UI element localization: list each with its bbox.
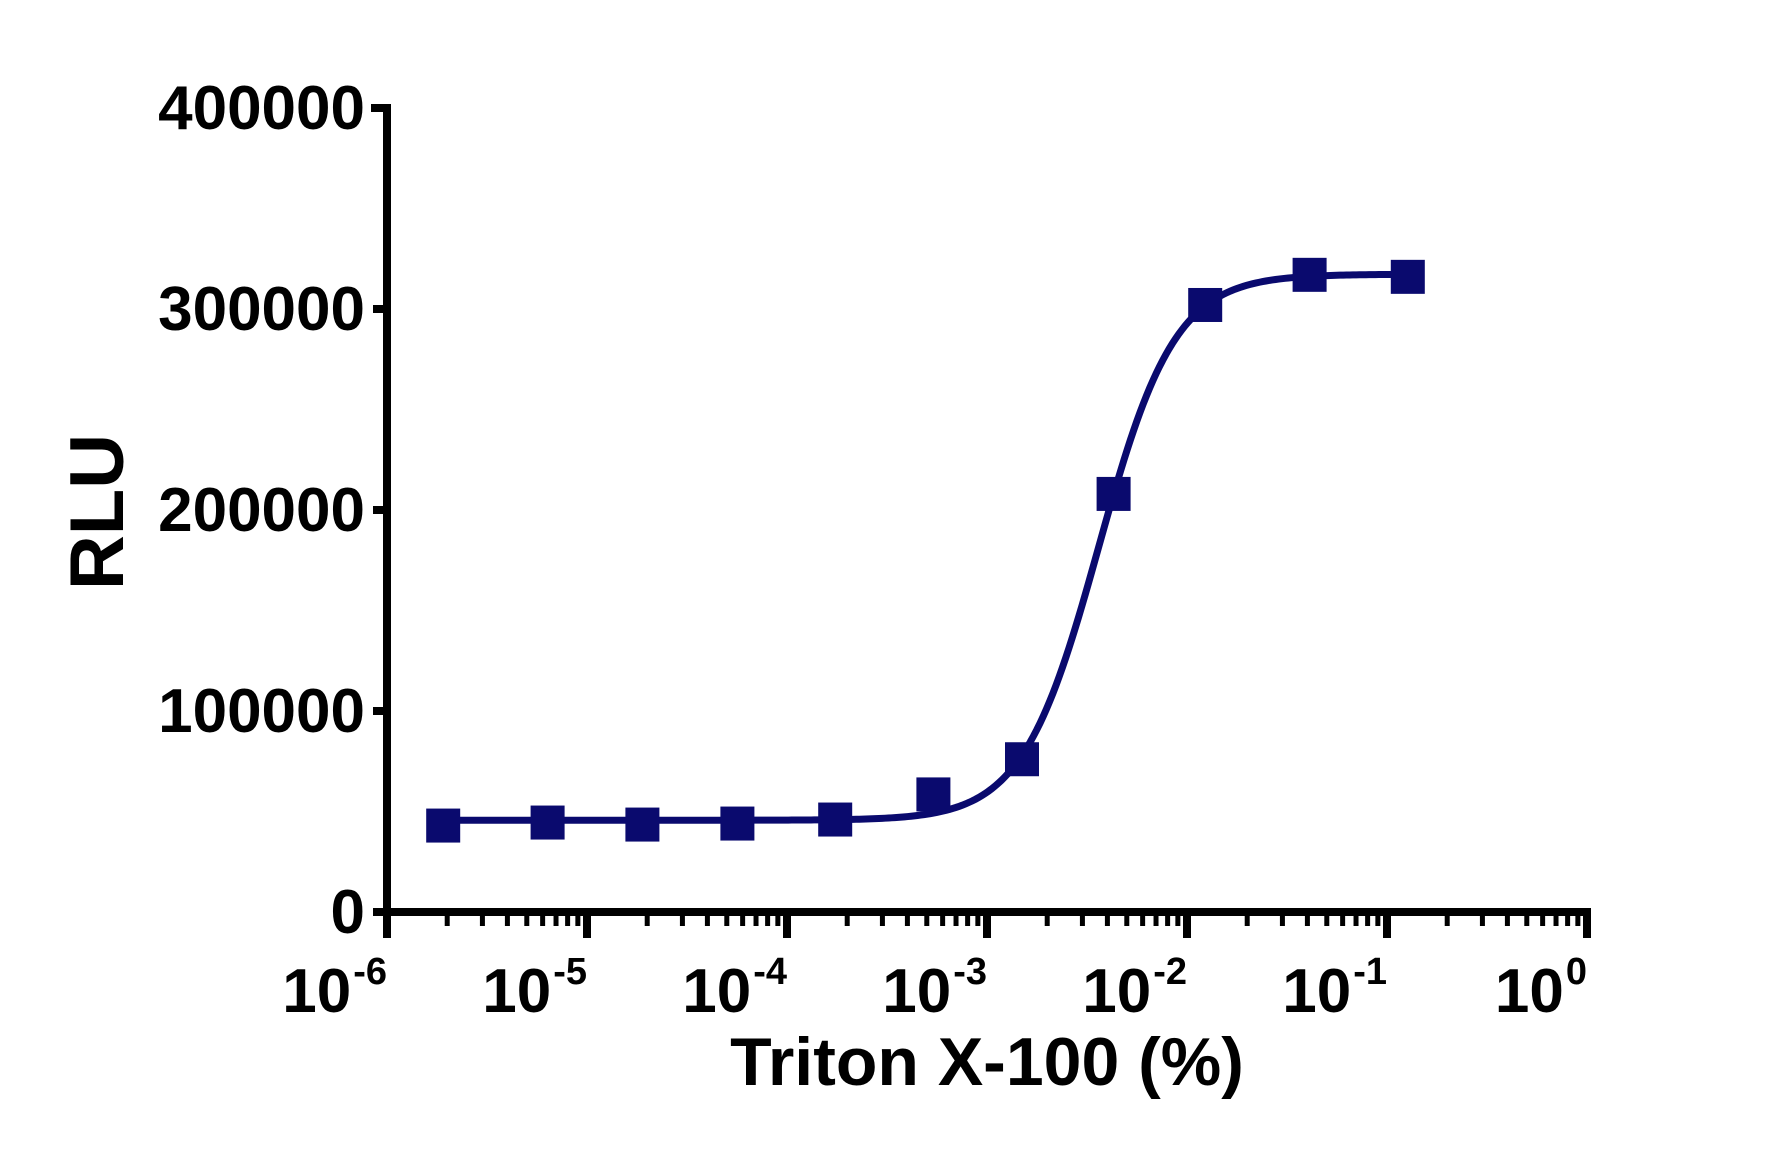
svg-text:400000: 400000	[158, 74, 365, 143]
svg-text:RLU: RLU	[55, 434, 140, 590]
svg-text:0: 0	[331, 878, 365, 947]
svg-text:Triton X-100 (%): Triton X-100 (%)	[730, 1024, 1244, 1100]
svg-text:10-6: 10-6	[282, 951, 387, 1026]
svg-text:300000: 300000	[158, 275, 365, 344]
svg-text:100: 100	[1495, 951, 1587, 1026]
svg-text:100000: 100000	[158, 677, 365, 746]
svg-text:10-2: 10-2	[1082, 951, 1187, 1026]
svg-text:10-1: 10-1	[1282, 951, 1387, 1026]
svg-text:10-3: 10-3	[882, 951, 987, 1026]
svg-text:200000: 200000	[158, 476, 365, 545]
svg-text:10-5: 10-5	[482, 951, 587, 1026]
svg-text:10-4: 10-4	[682, 951, 787, 1026]
